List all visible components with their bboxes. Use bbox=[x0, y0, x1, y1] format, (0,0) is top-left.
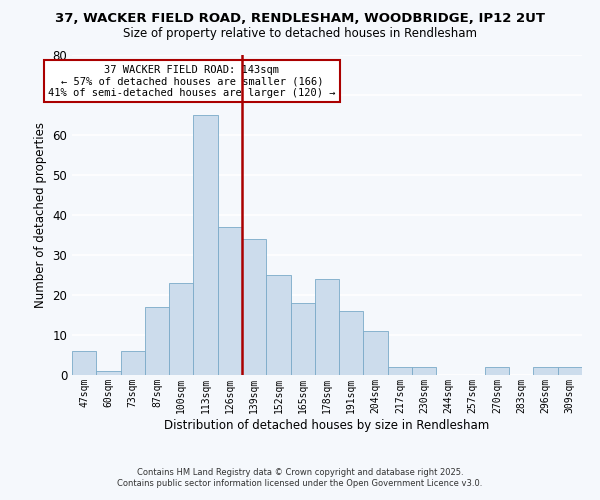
Bar bbox=[388, 367, 412, 375]
Bar bbox=[242, 239, 266, 375]
Bar bbox=[485, 367, 509, 375]
Bar bbox=[266, 275, 290, 375]
X-axis label: Distribution of detached houses by size in Rendlesham: Distribution of detached houses by size … bbox=[164, 418, 490, 432]
Text: Size of property relative to detached houses in Rendlesham: Size of property relative to detached ho… bbox=[123, 28, 477, 40]
Text: Contains HM Land Registry data © Crown copyright and database right 2025.
Contai: Contains HM Land Registry data © Crown c… bbox=[118, 468, 482, 487]
Bar bbox=[72, 351, 96, 375]
Bar bbox=[339, 311, 364, 375]
Bar bbox=[169, 283, 193, 375]
Text: 37, WACKER FIELD ROAD, RENDLESHAM, WOODBRIDGE, IP12 2UT: 37, WACKER FIELD ROAD, RENDLESHAM, WOODB… bbox=[55, 12, 545, 26]
Bar bbox=[218, 227, 242, 375]
Bar bbox=[121, 351, 145, 375]
Bar bbox=[558, 367, 582, 375]
Bar bbox=[290, 303, 315, 375]
Bar bbox=[193, 115, 218, 375]
Bar bbox=[315, 279, 339, 375]
Bar bbox=[364, 331, 388, 375]
Text: 37 WACKER FIELD ROAD: 143sqm
← 57% of detached houses are smaller (166)
41% of s: 37 WACKER FIELD ROAD: 143sqm ← 57% of de… bbox=[48, 64, 335, 98]
Bar bbox=[96, 371, 121, 375]
Y-axis label: Number of detached properties: Number of detached properties bbox=[34, 122, 47, 308]
Bar bbox=[412, 367, 436, 375]
Bar bbox=[533, 367, 558, 375]
Bar bbox=[145, 307, 169, 375]
